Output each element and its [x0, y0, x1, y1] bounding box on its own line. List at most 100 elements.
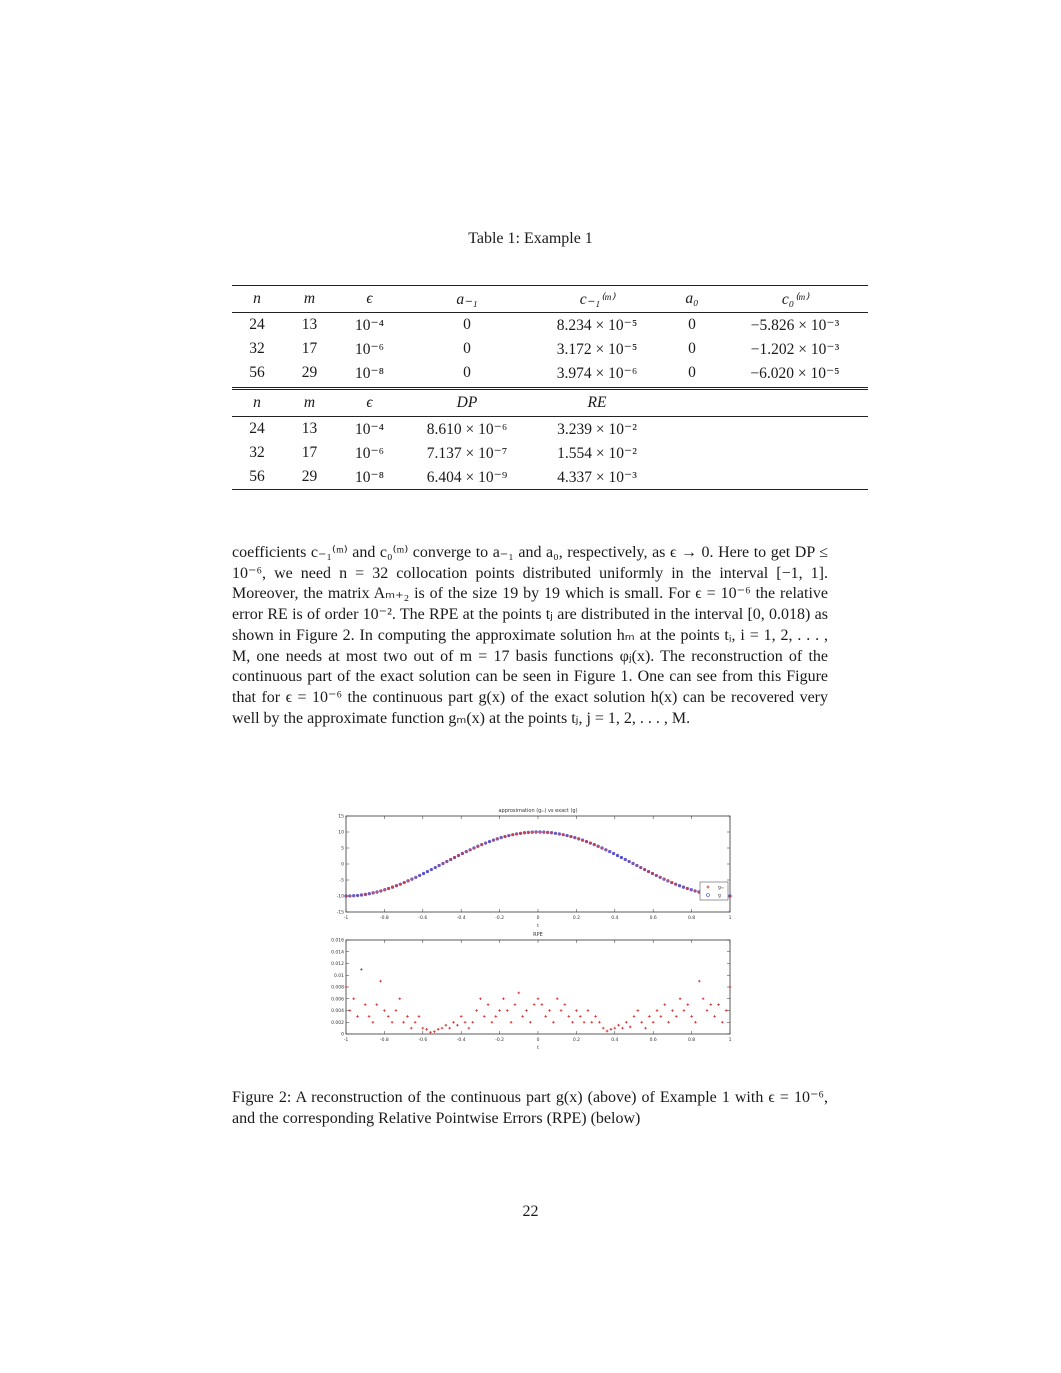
rpe-point: [517, 991, 521, 995]
x-tick-label: 0.4: [611, 915, 618, 921]
cell: 10⁻⁴: [354, 420, 385, 438]
cell: 32: [249, 444, 265, 461]
table-header-row-2: n m ϵ DP RE: [232, 388, 868, 417]
point-g: [592, 843, 596, 847]
point-g: [662, 877, 666, 881]
chart-rpe: RPE t -1 -0.8 -0.6 -0.4 -0.2 0 0.2 0.4 0.6 0.8 1 0.01…: [331, 932, 731, 1051]
point-gm: [589, 841, 592, 845]
point-g: [390, 885, 395, 889]
rpe-point: [440, 1026, 444, 1030]
point-gm: [585, 840, 588, 843]
point-g: [480, 843, 484, 847]
rpe-point: [686, 1003, 690, 1006]
point-g: [600, 846, 604, 850]
point-g: [530, 830, 534, 834]
point-g: [371, 891, 375, 895]
rpe-point: [678, 997, 682, 1001]
x-tick-label: 0.4: [611, 1037, 618, 1043]
point-gm: [604, 848, 608, 851]
y-tick-label: 0.004: [331, 1008, 344, 1014]
point-gm: [364, 893, 367, 896]
y-tick-label: -10: [337, 894, 344, 900]
point-gm: [465, 850, 468, 853]
point-gm: [480, 843, 483, 846]
rpe-point: [713, 1015, 716, 1018]
point-g: [666, 879, 670, 883]
point-gm: [523, 831, 526, 834]
cell: 29: [282, 361, 337, 390]
point-gm: [608, 850, 611, 853]
rpe-point: [371, 1020, 375, 1024]
point-gm: [387, 887, 390, 890]
cell: 7.137 × 10⁻⁷: [426, 444, 508, 462]
point-gm: [577, 837, 580, 841]
rpe-point: [659, 1015, 663, 1018]
point-gm: [368, 892, 371, 895]
rpe-point: [605, 1029, 609, 1033]
rpe-point: [463, 1020, 467, 1024]
point-gm: [430, 868, 433, 871]
point-g: [608, 850, 612, 854]
point-gm: [445, 860, 449, 863]
point-g: [588, 841, 592, 845]
point-g: [623, 857, 627, 862]
point-g: [406, 879, 410, 883]
rpe-point: [552, 1020, 555, 1024]
rpe-point: [356, 1015, 359, 1018]
rpe-point: [609, 1028, 613, 1031]
point-g: [487, 839, 492, 844]
table-row: 32 17 10⁻⁶ 7.137 × 10⁻⁷ 1.554 × 10⁻²: [232, 441, 868, 465]
point-gm: [593, 843, 596, 846]
x-tick-label: -0.6: [418, 915, 427, 921]
rpe-point: [586, 1009, 590, 1012]
rpe-point: [344, 985, 348, 989]
point-g: [604, 848, 608, 852]
cell: 56: [232, 465, 282, 490]
point-gm: [678, 884, 681, 887]
header-c0: c₀⁽ᵐ⁾: [722, 285, 868, 313]
rpe-point: [532, 1003, 536, 1006]
chart-title: approximation (gₘ) vs exact (g): [498, 808, 577, 814]
header-m: m: [282, 285, 337, 313]
rpe-point: [409, 1026, 413, 1030]
rpe-point: [613, 1026, 617, 1030]
chart-title: RPE: [533, 932, 543, 938]
point-g: [584, 839, 589, 844]
rpe-point: [575, 1009, 578, 1012]
header-eps: ϵ: [337, 285, 402, 313]
figure-caption: Figure 2: A reconstruction of the contin…: [232, 1089, 828, 1127]
point-g: [503, 834, 507, 839]
point-gm: [542, 830, 546, 834]
y-tick-label: 0: [341, 862, 344, 868]
page-number: 22: [522, 1203, 539, 1220]
point-gm: [670, 881, 674, 884]
point-g: [573, 836, 577, 840]
cell: −6.020 × 10⁻⁵: [722, 361, 868, 390]
rpe-point: [444, 1023, 448, 1027]
point-g: [445, 859, 449, 864]
point-g: [429, 867, 433, 872]
plot-frame: [345, 815, 731, 913]
point-g: [643, 867, 647, 872]
point-g: [449, 857, 453, 862]
point-g: [379, 889, 383, 893]
rpe-point: [502, 997, 505, 1001]
cell: [662, 441, 722, 465]
cell: 0: [662, 361, 722, 390]
chart-approx-vs-exact: approximation (gₘ) vs exact (g) t -1 -0.8 -0…: [337, 808, 732, 929]
point-g: [511, 833, 515, 837]
rpe-point: [398, 997, 402, 1001]
point-g: [387, 886, 391, 891]
point-gm: [686, 887, 689, 890]
point-g: [398, 882, 402, 886]
point-g: [557, 832, 561, 836]
cell: 24: [249, 420, 265, 437]
rpe-point: [705, 1009, 709, 1012]
point-gm: [550, 831, 553, 834]
point-gm: [534, 830, 538, 834]
point-g: [546, 830, 550, 835]
point-gm: [519, 832, 522, 835]
cell: 8.234 × 10⁻⁵: [556, 316, 638, 334]
rpe-point: [375, 1003, 379, 1006]
point-gm: [402, 881, 406, 884]
